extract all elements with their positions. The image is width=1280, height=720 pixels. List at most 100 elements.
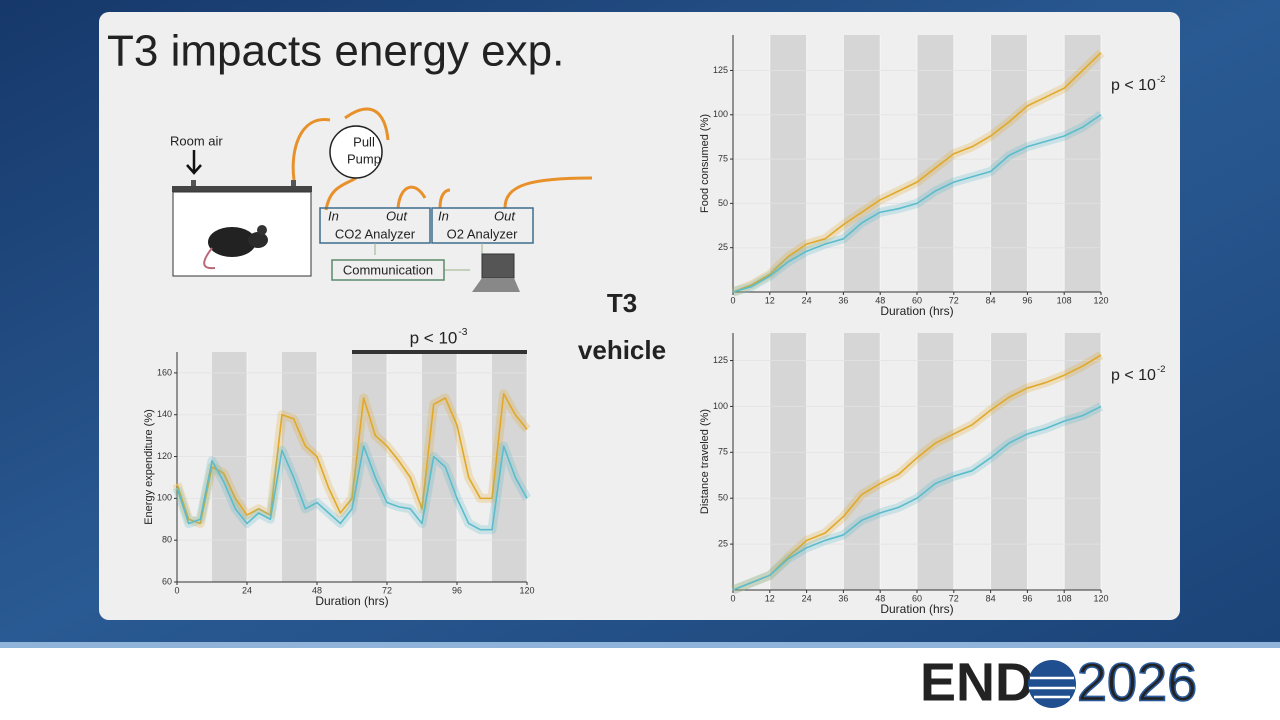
- y-tick-label: 50: [718, 493, 728, 503]
- x-tick-label: 12: [765, 593, 775, 603]
- x-tick-label: 72: [949, 295, 959, 305]
- logo-left: END: [920, 652, 1034, 712]
- y-tick-label: 25: [718, 242, 728, 252]
- y-tick-label: 120: [157, 451, 172, 461]
- x-axis-title: Duration (hrs): [880, 304, 953, 318]
- x-tick-label: 24: [802, 295, 812, 305]
- y-tick-label: 100: [157, 493, 172, 503]
- port: [191, 180, 196, 186]
- annotation-exponent: -3: [458, 327, 467, 338]
- x-tick-label: 48: [312, 585, 322, 595]
- logo-globe: [1028, 660, 1076, 708]
- y-tick-label: 60: [162, 576, 172, 586]
- y-tick-label: 100: [713, 401, 728, 411]
- series-line: [176, 393, 528, 525]
- x-axis-title: Duration (hrs): [880, 602, 953, 616]
- x-tick-label: 84: [986, 593, 996, 603]
- annotation: p < 10: [1111, 77, 1156, 94]
- series-line: [732, 52, 1102, 293]
- logo: END 2026: [920, 651, 1198, 713]
- laptop-base: [472, 278, 520, 292]
- y-tick-label: 80: [162, 535, 172, 545]
- dark-period: [1064, 333, 1101, 590]
- x-tick-label: 36: [838, 295, 848, 305]
- dark-period: [843, 333, 881, 590]
- port: [291, 180, 296, 186]
- y-tick-label: 125: [713, 65, 728, 75]
- y-axis-title: Energy expenditure (%): [143, 409, 155, 525]
- mouse-ear: [257, 225, 267, 235]
- x-tick-label: 120: [1093, 593, 1108, 603]
- laptop-screen: [481, 253, 515, 279]
- pump-label: Pull: [353, 134, 375, 149]
- pump-label: Pump: [347, 151, 381, 166]
- x-tick-label: 0: [730, 593, 735, 603]
- x-tick-label: 0: [730, 295, 735, 305]
- x-tick-label: 12: [765, 295, 775, 305]
- dark-period: [1064, 35, 1101, 292]
- x-tick-label: 120: [1093, 295, 1108, 305]
- y-axis-title: Distance traveled (%): [699, 409, 711, 514]
- dark-period: [422, 352, 457, 582]
- comm-box: [331, 259, 445, 281]
- x-tick-label: 96: [1022, 593, 1032, 603]
- x-tick-label: 48: [875, 593, 885, 603]
- x-tick-label: 96: [452, 585, 462, 595]
- co2-out: Out: [386, 208, 408, 223]
- logo-right: 2026: [1077, 652, 1197, 712]
- x-tick-label: 24: [242, 585, 252, 595]
- o2-label: O2 Analyzer: [447, 226, 518, 241]
- dark-period: [917, 333, 954, 590]
- series-line: [732, 354, 1102, 591]
- x-tick-label: 120: [519, 585, 534, 595]
- dark-period: [282, 352, 317, 582]
- y-tick-label: 140: [157, 409, 172, 419]
- y-tick-label: 75: [718, 153, 728, 163]
- x-tick-label: 84: [986, 295, 996, 305]
- diagram: Room air Pull Pump In Out CO2 Analyzer I…: [170, 107, 593, 292]
- lid: [172, 186, 312, 192]
- x-tick-label: 48: [875, 295, 885, 305]
- annotation-exponent: -2: [1157, 364, 1166, 375]
- comm-label: Communication: [343, 262, 433, 277]
- y-tick-label: 160: [157, 367, 172, 377]
- legend-vehicle: vehicle: [578, 335, 666, 365]
- y-tick-label: 75: [718, 447, 728, 457]
- x-tick-label: 24: [802, 593, 812, 603]
- x-axis-title: Duration (hrs): [315, 594, 388, 608]
- y-axis-title: Food consumed (%): [699, 114, 711, 213]
- divider: [0, 642, 1280, 648]
- mouse: [208, 227, 256, 257]
- x-tick-label: 60: [912, 593, 922, 603]
- logo-globe-lines: [1029, 676, 1075, 699]
- dark-period: [990, 35, 1028, 292]
- arrow: [186, 150, 202, 175]
- y-tick-label: 125: [713, 355, 728, 365]
- x-tick-label: 108: [1057, 295, 1072, 305]
- wire: [374, 243, 483, 271]
- dark-period: [917, 35, 954, 292]
- series-line: [732, 114, 1102, 293]
- dark-period: [352, 352, 387, 582]
- tubing: [291, 107, 593, 211]
- pump: [329, 125, 383, 179]
- x-tick-label: 72: [382, 585, 392, 595]
- dark-period: [212, 352, 247, 582]
- x-tick-label: 72: [949, 593, 959, 603]
- room-air-label: Room air: [170, 133, 223, 148]
- mouse-tail: [203, 247, 216, 270]
- series-line: [732, 405, 1102, 591]
- dark-period: [990, 333, 1028, 590]
- y-tick-label: 100: [713, 109, 728, 119]
- x-tick-label: 0: [174, 585, 179, 595]
- x-tick-label: 36: [838, 593, 848, 603]
- mouse-head: [248, 232, 268, 248]
- dark-period: [492, 352, 527, 582]
- co2-label: CO2 Analyzer: [335, 226, 416, 241]
- dark-period: [843, 35, 881, 292]
- dark-period: [769, 333, 807, 590]
- annotation: p < 10: [1111, 367, 1156, 384]
- annotation: p < 10: [410, 328, 458, 347]
- y-tick-label: 50: [718, 198, 728, 208]
